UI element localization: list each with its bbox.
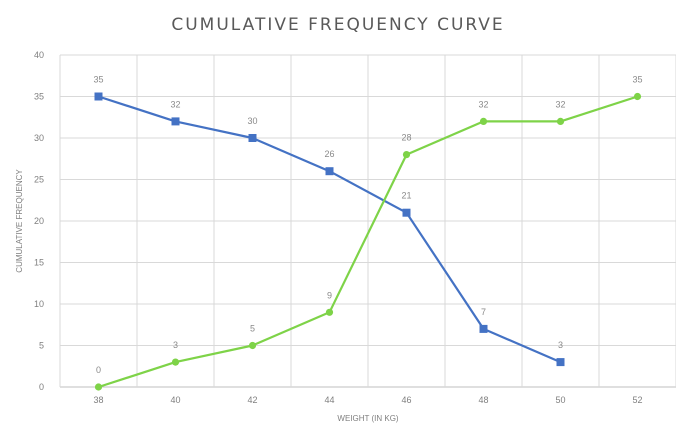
- y-tick-label: 5: [39, 341, 44, 351]
- x-tick-label: 50: [555, 395, 565, 405]
- data-label: 3: [558, 340, 563, 350]
- data-point: [402, 151, 411, 159]
- data-label: 0: [96, 365, 101, 375]
- y-tick-label: 35: [34, 92, 44, 102]
- x-tick-label: 46: [401, 395, 411, 405]
- x-tick-label: 42: [247, 395, 257, 405]
- gridlines: [59, 54, 676, 388]
- data-label: 35: [632, 75, 642, 85]
- data-point: [94, 383, 103, 391]
- data-label: 32: [170, 99, 180, 109]
- x-tick-label: 40: [170, 395, 180, 405]
- data-point: [633, 92, 642, 101]
- chart-title: CUMULATIVE FREQUENCY CURVE: [171, 15, 504, 35]
- y-tick-label: 10: [34, 299, 44, 309]
- data-label: 9: [327, 290, 332, 300]
- x-tick-label: 52: [632, 395, 642, 405]
- y-tick-label: 15: [34, 258, 44, 268]
- data-point: [248, 341, 257, 350]
- data-point: [479, 324, 488, 333]
- y-axis-label: CUMULATIVE FREQUENCY: [15, 169, 24, 273]
- series-line-2: [98, 95, 638, 389]
- data-point: [479, 117, 488, 125]
- y-axis-ticks: 0 5 10 15 20 25 30 35 40: [34, 50, 44, 392]
- x-tick-label: 38: [93, 395, 103, 405]
- y-tick-label: 20: [34, 216, 44, 226]
- x-tick-label: 48: [478, 395, 488, 405]
- data-point: [556, 358, 565, 367]
- data-point: [325, 308, 334, 316]
- y-tick-label: 30: [34, 133, 44, 143]
- data-point: [402, 208, 411, 217]
- data-point: [325, 167, 334, 176]
- data-point: [171, 117, 180, 126]
- data-label: 30: [247, 116, 257, 126]
- y-tick-label: 40: [34, 50, 44, 60]
- series-line-1: [98, 95, 561, 364]
- x-axis-ticks: 38 40 42 44 46 48 50 52: [93, 395, 642, 405]
- x-tick-label: 44: [324, 395, 334, 405]
- y-tick-label: 0: [39, 382, 44, 392]
- data-label: 26: [324, 149, 334, 159]
- data-point: [248, 134, 257, 142]
- series-lines: [94, 92, 642, 391]
- data-label: 32: [478, 99, 488, 109]
- data-label: 7: [481, 307, 486, 317]
- data-point: [94, 92, 103, 101]
- data-label: 28: [401, 133, 411, 143]
- data-point: [556, 117, 565, 125]
- data-label: 3: [173, 340, 178, 350]
- data-label: 5: [250, 324, 255, 334]
- x-axis-label: WEIGHT (IN KG): [337, 414, 399, 423]
- data-point: [171, 358, 180, 366]
- y-tick-label: 25: [34, 175, 44, 185]
- data-label: 21: [401, 191, 411, 201]
- data-label: 32: [555, 99, 565, 109]
- data-label: 35: [93, 75, 103, 85]
